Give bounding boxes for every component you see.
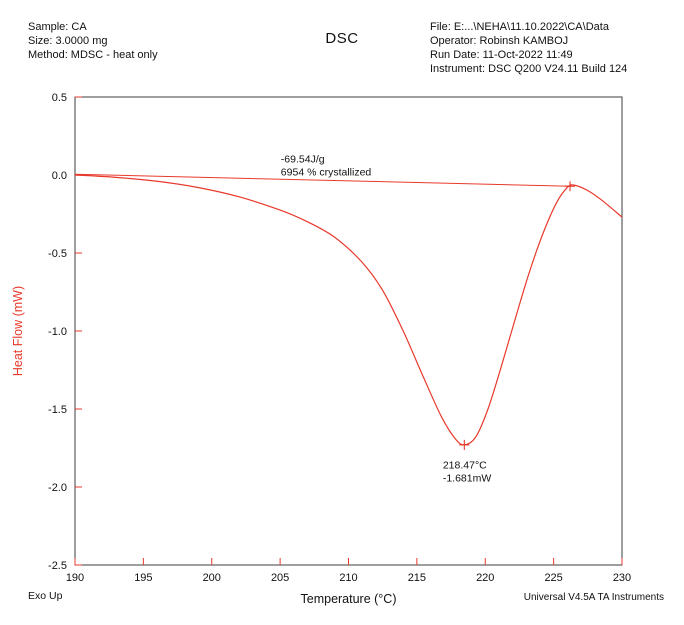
method-name: Method: MDSC - heat only bbox=[28, 49, 158, 61]
y-tick-label: 0.5 bbox=[52, 92, 67, 104]
x-tick-label: 215 bbox=[408, 572, 426, 584]
sample-info-block: Sample: CA Size: 3.0000 mg Method: MDSC … bbox=[28, 20, 158, 62]
sample-size: Size: 3.0000 mg bbox=[28, 35, 108, 47]
y-tick-label: -1.0 bbox=[48, 326, 67, 338]
y-tick-label: -2.0 bbox=[48, 482, 67, 494]
exo-up-label: Exo Up bbox=[28, 590, 63, 602]
enthalpy-annotation: 6954 % crystallized bbox=[281, 167, 372, 179]
x-tick-label: 195 bbox=[134, 572, 152, 584]
peak-annotation: -1.681mW bbox=[443, 472, 492, 484]
x-axis-label: Temperature (°C) bbox=[301, 592, 397, 606]
enthalpy-annotation: -69.54J/g bbox=[281, 154, 325, 166]
y-axis-label: Heat Flow (mW) bbox=[11, 286, 25, 376]
x-tick-label: 190 bbox=[66, 572, 84, 584]
peak-annotation: 218.47°C bbox=[443, 459, 487, 471]
y-tick-label: -2.5 bbox=[48, 560, 67, 572]
run-date: Run Date: 11-Oct-2022 11:49 bbox=[430, 49, 573, 61]
x-tick-label: 205 bbox=[271, 572, 289, 584]
chart-title: DSC bbox=[325, 30, 359, 47]
x-tick-label: 210 bbox=[339, 572, 357, 584]
heat-flow-curve bbox=[74, 174, 623, 446]
integration-baseline bbox=[74, 173, 571, 187]
run-info-block: File: E:...\NEHA\11.10.2022\CA\Data Oper… bbox=[430, 20, 627, 76]
sample-name: Sample: CA bbox=[28, 21, 87, 33]
instrument-name: Instrument: DSC Q200 V24.11 Build 124 bbox=[430, 63, 628, 75]
y-tick-label: -1.5 bbox=[48, 404, 67, 416]
operator-name: Operator: Robinsh KAMBOJ bbox=[430, 35, 569, 47]
y-tick-label: 0.0 bbox=[52, 170, 67, 182]
x-tick-label: 230 bbox=[613, 572, 631, 584]
x-tick-label: 225 bbox=[544, 572, 562, 584]
x-tick-label: 220 bbox=[476, 572, 494, 584]
y-tick-label: -0.5 bbox=[48, 248, 67, 260]
software-version-label: Universal V4.5A TA Instruments bbox=[523, 592, 664, 603]
x-tick-label: 200 bbox=[203, 572, 221, 584]
file-path: File: E:...\NEHA\11.10.2022\CA\Data bbox=[430, 21, 609, 33]
